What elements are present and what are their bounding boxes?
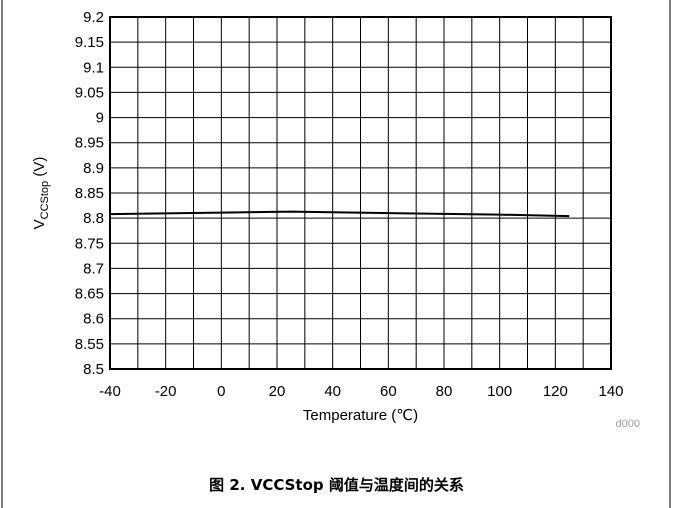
y-axis-label-unit: (V) (31, 157, 48, 181)
y-tick-label: 9.15 (75, 34, 104, 51)
x-axis-ticks: -40 -20 0 20 40 60 80 100 120 140 (99, 383, 623, 400)
vccstop-chart: 8.5 8.55 8.6 8.65 8.7 8.75 8.8 8.85 8.9 8.95 9 9.05… (31, 9, 640, 430)
y-tick-label: 8.85 (75, 185, 104, 202)
y-tick-label: 9.05 (75, 84, 104, 101)
grid-lines (110, 17, 611, 369)
figure-caption: 图 2. VCCStop 阈值与温度间的关系 (209, 476, 464, 494)
x-tick-label: 60 (380, 383, 397, 400)
x-tick-label: 100 (487, 383, 512, 400)
y-axis-ticks: 8.5 8.55 8.6 8.65 8.7 8.75 8.8 8.85 8.9 8.95 9 9.05… (75, 9, 104, 378)
series-line (109, 210, 570, 218)
y-tick-label: 8.8 (83, 210, 104, 227)
y-tick-label: 8.9 (83, 160, 104, 177)
x-tick-label: 20 (269, 383, 286, 400)
x-tick-label: 140 (598, 383, 623, 400)
y-tick-label: 9 (96, 110, 104, 127)
y-axis-label-subscript: CCStop (39, 181, 51, 220)
x-tick-label: -20 (155, 383, 177, 400)
x-tick-label: -40 (99, 383, 121, 400)
y-tick-label: 9.1 (83, 59, 104, 76)
plot-area (109, 16, 612, 370)
y-tick-label: 8.55 (75, 336, 104, 353)
x-tick-label: 40 (324, 383, 341, 400)
y-tick-label: 8.75 (75, 235, 104, 252)
x-tick-label: 80 (436, 383, 453, 400)
y-tick-label: 9.2 (83, 9, 104, 26)
series-group (109, 210, 570, 218)
y-axis-label-main: V (31, 219, 48, 229)
y-tick-label: 8.7 (83, 260, 104, 277)
x-tick-label: 0 (217, 383, 225, 400)
y-tick-label: 8.95 (75, 135, 104, 152)
y-tick-label: 8.65 (75, 286, 104, 303)
y-axis-label: VCCStop (V) (31, 157, 51, 230)
y-tick-label: 8.6 (83, 311, 104, 328)
y-tick-label: 8.5 (83, 361, 104, 378)
figure-code: d000 (616, 418, 640, 430)
x-axis-label: Temperature (℃) (303, 407, 418, 424)
x-tick-label: 120 (543, 383, 568, 400)
